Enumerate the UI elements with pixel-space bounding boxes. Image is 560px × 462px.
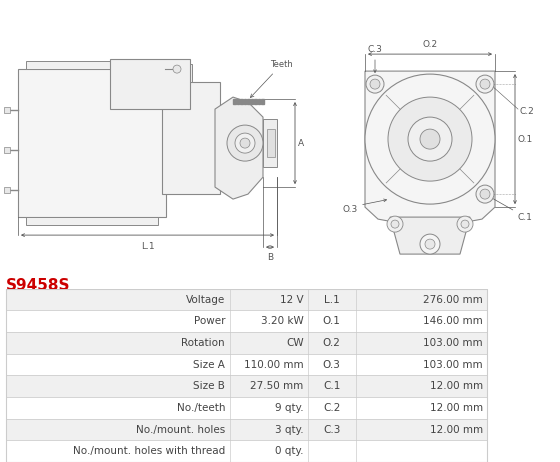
Text: Power: Power (194, 316, 225, 326)
Text: Teeth: Teeth (250, 60, 293, 97)
Circle shape (365, 74, 495, 204)
Text: O.1: O.1 (323, 316, 340, 326)
Circle shape (408, 117, 452, 161)
Text: B: B (267, 253, 273, 262)
Bar (6, 397, 487, 419)
Circle shape (480, 79, 490, 89)
Circle shape (420, 129, 440, 149)
Text: 146.00 mm: 146.00 mm (423, 316, 483, 326)
Circle shape (235, 133, 255, 153)
Text: C.2: C.2 (520, 107, 535, 116)
Bar (18, 69, 166, 217)
Bar (250, 99, 253, 104)
Bar (244, 99, 246, 104)
Text: No./mount. holes: No./mount. holes (136, 425, 225, 435)
Bar (4, 147, 10, 153)
Text: O.3: O.3 (323, 359, 340, 370)
Text: L.1: L.1 (141, 242, 155, 251)
Bar (26, 217, 158, 225)
Bar (6, 289, 487, 462)
Text: 3 qty.: 3 qty. (275, 425, 304, 435)
Bar (6, 375, 487, 397)
Bar (162, 82, 220, 194)
Text: Size B: Size B (193, 381, 225, 391)
Text: C.3: C.3 (323, 425, 340, 435)
Bar (233, 99, 236, 104)
Circle shape (476, 75, 494, 93)
Text: Size A: Size A (193, 359, 225, 370)
Text: Voltage: Voltage (186, 295, 225, 304)
Polygon shape (365, 71, 495, 224)
Bar (261, 99, 264, 104)
Circle shape (227, 125, 263, 161)
Text: 9 qty.: 9 qty. (275, 403, 304, 413)
Text: 103.00 mm: 103.00 mm (423, 338, 483, 348)
Text: 12 V: 12 V (280, 295, 304, 304)
Circle shape (391, 220, 399, 228)
Text: CW: CW (286, 338, 304, 348)
Text: C.1: C.1 (488, 196, 533, 222)
Text: No./mount. holes with thread: No./mount. holes with thread (73, 446, 225, 456)
Text: C.1: C.1 (323, 381, 340, 391)
Text: 27.50 mm: 27.50 mm (250, 381, 304, 391)
Text: C.2: C.2 (323, 403, 340, 413)
Bar (254, 99, 256, 104)
Bar (258, 99, 260, 104)
Bar (240, 99, 242, 104)
Text: 3.20 kW: 3.20 kW (261, 316, 304, 326)
Text: A: A (298, 139, 304, 147)
Circle shape (366, 75, 384, 93)
Circle shape (420, 234, 440, 254)
Circle shape (480, 189, 490, 199)
Bar (6, 419, 487, 440)
Circle shape (457, 216, 473, 232)
Text: 12.00 mm: 12.00 mm (430, 403, 483, 413)
Text: C.3: C.3 (367, 45, 382, 54)
Circle shape (240, 138, 250, 148)
Text: 0 qty.: 0 qty. (275, 446, 304, 456)
Bar (236, 99, 239, 104)
Polygon shape (390, 217, 470, 254)
Bar (110, 59, 190, 109)
Text: L.1: L.1 (324, 295, 340, 304)
Bar (4, 107, 10, 113)
Text: S9458S: S9458S (6, 278, 70, 293)
Bar (4, 187, 10, 193)
Text: O.3: O.3 (342, 205, 358, 213)
Bar (26, 61, 158, 69)
Circle shape (173, 65, 181, 73)
Bar (6, 310, 487, 332)
Bar (6, 440, 487, 462)
Text: O.2: O.2 (323, 338, 340, 348)
Bar (6, 332, 487, 354)
Text: 110.00 mm: 110.00 mm (244, 359, 304, 370)
Text: 276.00 mm: 276.00 mm (423, 295, 483, 304)
Text: 103.00 mm: 103.00 mm (423, 359, 483, 370)
Bar (263, 119, 277, 167)
Bar (247, 99, 250, 104)
Circle shape (476, 185, 494, 203)
Circle shape (388, 97, 472, 181)
Circle shape (461, 220, 469, 228)
Circle shape (370, 79, 380, 89)
Bar (162, 64, 192, 82)
Text: 12.00 mm: 12.00 mm (430, 425, 483, 435)
Bar (267, 129, 275, 157)
Text: No./teeth: No./teeth (176, 403, 225, 413)
Bar (6, 354, 487, 375)
Circle shape (387, 216, 403, 232)
Polygon shape (215, 97, 263, 199)
Text: O.2: O.2 (422, 40, 437, 49)
Text: O.1: O.1 (518, 134, 533, 144)
Text: Rotation: Rotation (181, 338, 225, 348)
Bar (6, 289, 487, 310)
Text: 12.00 mm: 12.00 mm (430, 381, 483, 391)
Circle shape (425, 239, 435, 249)
